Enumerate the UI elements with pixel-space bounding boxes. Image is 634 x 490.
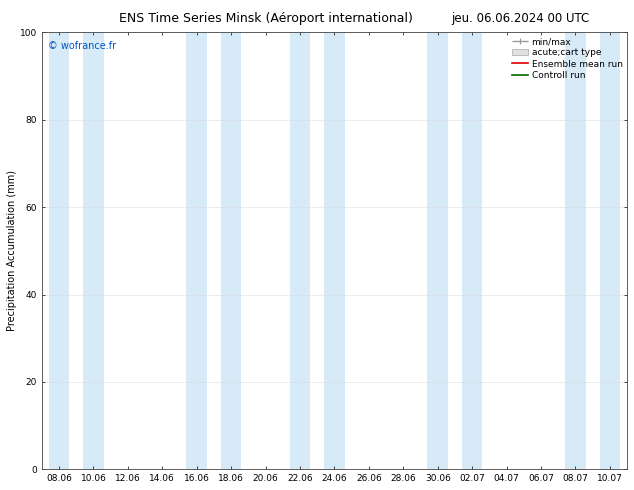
- Y-axis label: Precipitation Accumulation (mm): Precipitation Accumulation (mm): [7, 171, 17, 331]
- Bar: [462, 32, 482, 469]
- Text: jeu. 06.06.2024 00 UTC: jeu. 06.06.2024 00 UTC: [451, 12, 589, 25]
- Bar: [324, 32, 345, 469]
- Bar: [600, 32, 620, 469]
- Bar: [49, 32, 69, 469]
- Text: ENS Time Series Minsk (Aéroport international): ENS Time Series Minsk (Aéroport internat…: [119, 12, 413, 25]
- Bar: [565, 32, 586, 469]
- Bar: [221, 32, 242, 469]
- Bar: [83, 32, 104, 469]
- Text: © wofrance.fr: © wofrance.fr: [48, 41, 116, 51]
- Legend: min/max, acute;cart type, Ensemble mean run, Controll run: min/max, acute;cart type, Ensemble mean …: [510, 35, 624, 81]
- Bar: [290, 32, 311, 469]
- Bar: [427, 32, 448, 469]
- Bar: [186, 32, 207, 469]
